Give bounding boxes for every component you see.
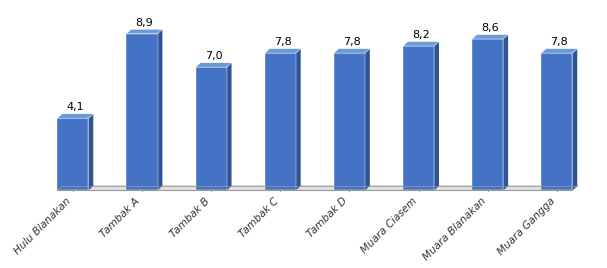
Polygon shape <box>365 49 370 190</box>
Polygon shape <box>334 49 370 53</box>
Polygon shape <box>572 49 577 190</box>
Text: 4,1: 4,1 <box>67 102 84 112</box>
Polygon shape <box>195 67 226 190</box>
Polygon shape <box>434 42 439 190</box>
Polygon shape <box>503 35 508 190</box>
Polygon shape <box>265 53 296 190</box>
Polygon shape <box>57 114 93 118</box>
Polygon shape <box>126 29 163 34</box>
Polygon shape <box>403 42 439 46</box>
Polygon shape <box>57 118 89 190</box>
Text: 7,0: 7,0 <box>205 51 222 61</box>
Text: 7,8: 7,8 <box>551 37 568 47</box>
Text: 7,8: 7,8 <box>274 37 291 47</box>
Polygon shape <box>541 53 572 190</box>
Polygon shape <box>334 53 365 190</box>
Polygon shape <box>541 49 577 53</box>
Polygon shape <box>226 63 231 190</box>
Text: 8,2: 8,2 <box>412 30 430 40</box>
Text: 8,6: 8,6 <box>481 23 499 33</box>
Polygon shape <box>57 186 577 190</box>
Polygon shape <box>158 29 163 190</box>
Polygon shape <box>296 49 300 190</box>
Text: 7,8: 7,8 <box>343 37 361 47</box>
Polygon shape <box>195 63 231 67</box>
Polygon shape <box>472 35 508 39</box>
Polygon shape <box>89 114 93 190</box>
Polygon shape <box>472 39 503 190</box>
Text: 8,9: 8,9 <box>135 18 154 28</box>
Polygon shape <box>265 49 300 53</box>
Polygon shape <box>126 34 158 190</box>
Polygon shape <box>403 46 434 190</box>
